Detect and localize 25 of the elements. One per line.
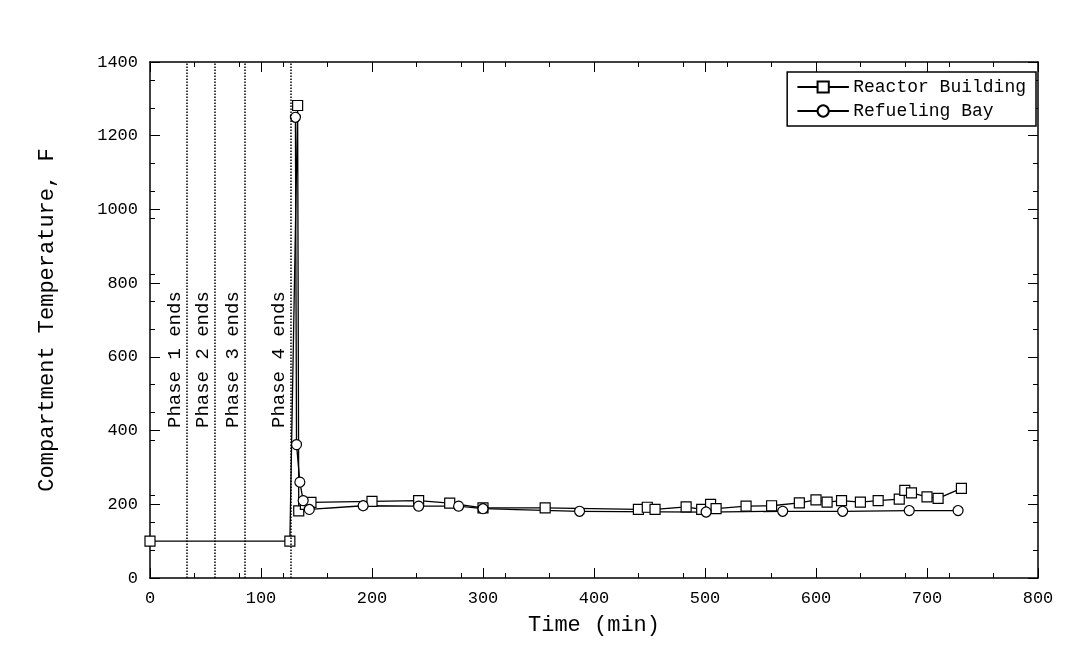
y-tick-label: 400 [107,421,138,441]
y-tick-label: 200 [107,494,138,514]
x-tick-label: 200 [356,589,388,608]
y-tick-label: 800 [107,273,138,293]
x-tick-label: 600 [800,589,832,608]
ref-line-label: Phase 4 ends [268,291,291,428]
ref-line-label: Phase 1 ends [164,291,187,428]
y-tick-label: 1200 [97,126,138,146]
ref-line-label: Phase 2 ends [191,291,214,428]
x-axis-title: Time (min) [527,612,661,638]
y-tick-label: 600 [107,347,138,367]
y-tick-label: 1400 [97,52,138,72]
y-tick-label: 0 [127,568,138,588]
x-tick-label: 300 [467,589,499,608]
x-tick-label: 0 [144,589,156,608]
x-tick-label: 400 [578,589,610,608]
y-axis-title: Compartment Temperature, F [34,148,60,492]
legend-label: Reactor Building [853,77,1026,97]
x-tick-label: 700 [911,589,943,608]
x-tick-label: 800 [1022,589,1054,608]
ref-line-label: Phase 3 ends [221,291,244,428]
y-tick-label: 1000 [97,199,138,219]
legend-label: Refueling Bay [853,101,994,121]
x-tick-label: 100 [245,589,277,608]
x-tick-label: 500 [689,589,721,608]
